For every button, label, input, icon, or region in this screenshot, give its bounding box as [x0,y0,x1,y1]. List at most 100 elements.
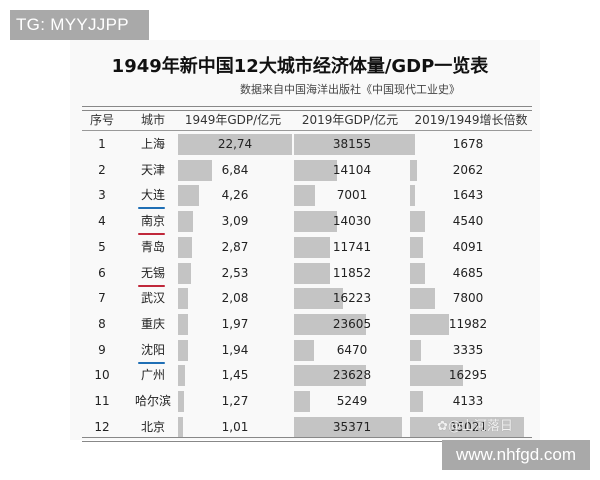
growth-value: 4685 [452,265,484,280]
gdp2019-value: 5249 [336,394,368,408]
gdp1949-value: 4,26 [221,188,249,203]
table-row: 3 大连 4,26 7001 1643 [82,183,532,210]
table-row: 10 广州 1,45 23628 16295 [82,363,532,387]
city-cell: 南京 [140,214,165,229]
gdp1949-bar [178,262,191,284]
growth-bar [410,288,436,310]
gdp2019-value: 6470 [336,342,368,357]
growth-bar [410,159,417,181]
gdp2019-bar [294,313,366,335]
growth-value: 3335 [452,342,484,357]
growth-bar [410,262,426,284]
gdp1949-value: 1,94 [221,342,249,357]
growth-bar [410,416,524,438]
gdp2019-value: 14030 [332,214,372,229]
city-cell: 北京 [140,419,165,434]
rank-cell: 6 [98,265,106,280]
rank-cell: 9 [98,342,106,357]
table-row: 2 天津 6,84 14104 2062 [82,158,532,182]
rank-cell: 2 [98,162,106,177]
gdp1949-value: 2,08 [221,291,249,306]
city-cell: 武汉 [140,291,165,306]
watermark-tg: TG: MYYJJPP [10,10,149,40]
weibo-icon: ✿ [437,419,448,434]
gdp1949-bar [178,313,188,335]
table-row: 9 沈阳 1,94 6470 3335 [82,338,532,364]
growth-value: 4091 [452,239,484,254]
growth-value: 2062 [452,162,484,177]
growth-value: 7800 [452,291,484,306]
growth-value: 4133 [452,394,484,408]
gdp1949-bar [178,288,189,310]
gdp2019-bar [294,262,331,284]
header-gdp1949: 1949年GDP/亿元 [184,113,282,127]
gdp2019-value: 38155 [332,137,372,151]
rank-cell: 10 [94,368,110,383]
growth-bar [410,365,464,387]
gdp2019-bar [294,236,330,258]
rank-cell: 3 [98,188,106,203]
gdp2019-bar [294,391,310,412]
city-cell: 无锡 [140,265,165,280]
growth-bar [410,313,449,335]
growth-bar [410,134,416,155]
header-city: 城市 [140,113,165,127]
gdp1949-bar [178,211,194,233]
rank-cell: 8 [98,316,106,331]
table-row: 7 武汉 2,08 16223 7800 [82,286,532,310]
growth-value: 16295 [448,368,488,383]
gdp1949-bar [178,185,200,207]
city-cell: 广州 [140,368,165,383]
header-growth: 2019/1949增长倍数 [414,113,528,127]
table-row: 5 青岛 2,87 11741 4091 [82,235,532,259]
table-row: 8 重庆 1,97 23605 11982 [82,312,532,336]
gdp1949-bar [178,236,193,258]
rank-cell: 4 [98,214,106,229]
growth-value: 35021 [448,419,488,434]
gdp1949-value: 2,87 [221,239,249,254]
gdp2019-value: 11741 [332,239,372,254]
city-cell: 大连 [140,188,165,203]
rank-cell: 12 [94,419,110,434]
growth-bar [410,339,421,361]
growth-value: 4540 [452,214,484,229]
rank-cell: 1 [98,137,106,151]
gdp2019-bar [294,339,314,361]
table-row: 11 哈尔滨 1,27 5249 4133 [82,389,532,413]
growth-bar [410,236,424,258]
growth-bar [410,185,416,207]
city-cell: 重庆 [140,316,165,331]
gdp1949-value: 1,01 [221,419,249,434]
gdp1949-bar [178,391,185,412]
city-cell: 天津 [140,162,165,177]
gdp1949-bar [178,159,213,181]
gdp2019-value: 7001 [336,188,368,203]
page-title: 1949年新中国12大城市经济体量/GDP一览表 [111,56,489,77]
highlight-underline [138,233,165,236]
growth-value: 11982 [448,316,488,331]
gdp1949-value: 22,74 [217,137,253,151]
city-cell: 青岛 [140,239,165,254]
gdp2019-value: 23605 [332,316,372,331]
watermark-site: www.nhfgd.com [442,440,590,470]
gdp2019-bar [294,416,402,438]
rank-cell: 7 [98,291,106,306]
growth-bar [410,211,425,233]
header-rank: 序号 [89,113,114,127]
gdp2019-bar [294,185,316,207]
gdp2019-value: 16223 [332,291,372,306]
gdp1949-value: 6,84 [221,162,249,177]
gdp1949-value: 2,53 [221,265,249,280]
city-cell: 上海 [140,137,165,151]
gdp1949-value: 1,97 [221,316,249,331]
highlight-underline [138,284,165,287]
highlight-underline [138,207,165,210]
table-row: 4 南京 3,09 14030 4540 [82,209,532,236]
gdp1949-bar [178,365,186,387]
gdp2019-value: 23628 [332,368,372,383]
gdp2019-bar [294,159,337,181]
growth-bar [410,391,424,412]
table-bottom-rule [82,437,532,442]
gdp2019-bar [294,211,337,233]
table-row: 1 上海 22,74 38155 1678 [82,132,532,156]
